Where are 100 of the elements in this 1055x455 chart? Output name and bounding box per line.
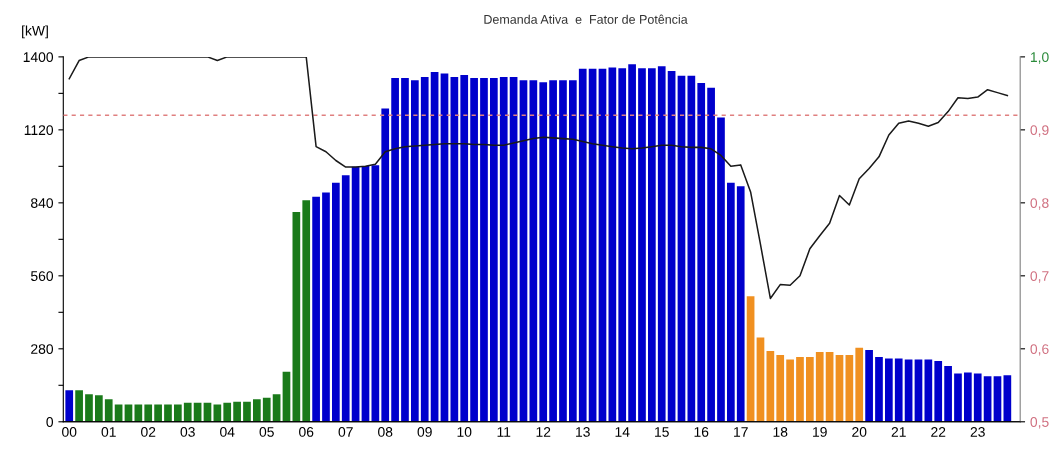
x-tick-label: 07 — [338, 427, 353, 437]
bar — [341, 175, 350, 422]
bar — [450, 76, 459, 422]
bar — [292, 211, 301, 422]
y-tick-label: 280 — [31, 344, 54, 354]
x-tick-label: 09 — [417, 427, 432, 437]
bar — [401, 77, 409, 422]
bar — [806, 356, 814, 422]
bar — [934, 361, 943, 422]
bar — [973, 373, 982, 422]
bar — [993, 376, 1002, 422]
bar — [539, 82, 548, 422]
bar — [104, 399, 113, 422]
bar — [144, 404, 153, 422]
x-tick-label: 20 — [852, 427, 867, 437]
bar — [697, 82, 706, 422]
bar — [885, 358, 893, 422]
bar — [1003, 375, 1012, 422]
bar — [253, 399, 261, 422]
bar — [470, 77, 478, 422]
bar — [746, 296, 755, 422]
bar — [213, 404, 222, 422]
bar — [914, 359, 923, 422]
bar — [786, 359, 794, 422]
bar — [717, 117, 725, 422]
bar — [944, 366, 952, 422]
bar — [332, 182, 340, 422]
bar — [855, 347, 864, 422]
bar — [154, 404, 162, 422]
x-tick-label: 05 — [259, 427, 274, 437]
x-tick-label: 08 — [378, 427, 393, 437]
x-tick-label: 01 — [101, 427, 116, 437]
bar — [766, 350, 775, 422]
bar — [736, 186, 745, 422]
bar — [588, 68, 597, 422]
bar — [233, 401, 241, 422]
bar — [964, 372, 972, 422]
bar — [499, 76, 508, 422]
bar — [183, 402, 192, 422]
bar — [707, 87, 715, 422]
bar — [312, 196, 320, 422]
bar — [262, 397, 271, 422]
x-tick-label: 12 — [536, 427, 551, 437]
y2-tick-label: 1,0 — [1030, 52, 1049, 64]
bar — [411, 80, 419, 422]
bar — [954, 373, 962, 422]
x-tick-label: 23 — [970, 427, 985, 437]
y2-tick-label: 0,6 — [1030, 344, 1049, 356]
y2-tick-label: 0,8 — [1030, 198, 1049, 210]
y2-tick-label: 0,5 — [1030, 417, 1049, 429]
y-tick-label: 840 — [31, 198, 54, 209]
bar — [756, 337, 765, 422]
x-tick-label: 15 — [655, 427, 669, 437]
bar — [95, 395, 103, 422]
bar — [490, 77, 498, 422]
bar — [598, 68, 607, 422]
bar — [845, 355, 854, 422]
x-tick-label: 18 — [773, 427, 788, 437]
bar — [164, 404, 172, 422]
bar — [430, 71, 439, 422]
bar — [381, 108, 390, 422]
bar — [815, 351, 824, 422]
chart-title: Demanda Ativa e Fator de Potência — [484, 14, 688, 24]
x-tick-label: 00 — [62, 427, 77, 437]
bar — [243, 401, 251, 422]
bar — [569, 80, 577, 422]
bar — [776, 355, 785, 422]
bar — [865, 350, 873, 422]
bar — [677, 75, 686, 422]
bar — [420, 76, 429, 422]
bar — [648, 68, 656, 422]
bar — [351, 166, 360, 422]
y-tick-label: 560 — [30, 271, 54, 281]
y-tick-label: 1400 — [23, 52, 54, 63]
bar — [134, 404, 143, 422]
y-tick-label: 0 — [46, 417, 54, 427]
y-axis-title: [kW] — [22, 25, 48, 39]
bar — [361, 166, 370, 422]
bar — [174, 404, 182, 422]
bar — [687, 75, 696, 422]
bar — [796, 356, 804, 422]
x-tick-label: 16 — [694, 427, 709, 437]
bar — [460, 75, 469, 422]
bar — [835, 355, 844, 422]
bar — [75, 390, 83, 422]
bar — [875, 356, 883, 422]
bar — [638, 68, 646, 422]
bar — [894, 358, 903, 422]
bar — [549, 80, 557, 422]
bar — [85, 394, 93, 422]
bar — [578, 68, 587, 422]
bar — [480, 77, 488, 422]
bar — [727, 182, 735, 422]
line-series — [68, 56, 1009, 300]
bar — [302, 200, 311, 422]
bar — [667, 70, 676, 422]
bar — [559, 80, 567, 422]
bar — [371, 165, 380, 422]
x-tick-label: 10 — [457, 427, 472, 437]
y2-tick-label: 0,7 — [1030, 271, 1049, 283]
